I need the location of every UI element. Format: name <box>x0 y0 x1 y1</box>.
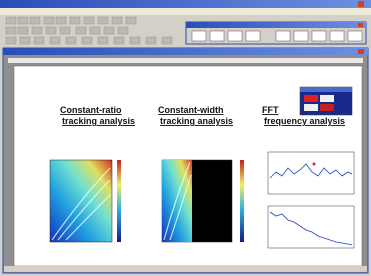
tool-button[interactable] <box>6 37 16 44</box>
menu-bar <box>0 8 371 15</box>
close-button[interactable] <box>358 49 364 54</box>
tool-button[interactable] <box>34 37 44 44</box>
tool-button[interactable] <box>44 17 54 24</box>
title-bar <box>0 0 371 8</box>
tool-button[interactable] <box>18 17 28 24</box>
tool-button[interactable] <box>246 31 260 41</box>
spectrum-plot <box>268 206 354 248</box>
analysis-subtitle: tracking analysis <box>160 116 233 126</box>
tool-button[interactable] <box>46 27 56 34</box>
tool-button[interactable] <box>6 17 16 24</box>
tool-button[interactable] <box>112 17 122 24</box>
tool-button[interactable] <box>50 37 60 44</box>
tool-button[interactable] <box>18 27 28 34</box>
tool-button[interactable] <box>294 31 308 41</box>
spectrum-plot <box>268 152 354 194</box>
ruler <box>8 58 363 63</box>
close-button[interactable] <box>358 23 363 27</box>
tool-button[interactable] <box>82 37 92 44</box>
tool-button[interactable] <box>84 17 94 24</box>
document-title-bar <box>3 48 368 55</box>
tool-button[interactable] <box>66 37 76 44</box>
tool-button[interactable] <box>56 17 66 24</box>
inset-window <box>300 87 352 115</box>
analysis-subtitle: tracking analysis <box>62 116 135 126</box>
tool-button[interactable] <box>32 27 42 34</box>
app-window: Constant-ratio tracking analysis Constan… <box>0 0 371 276</box>
tool-button[interactable] <box>98 17 108 24</box>
tool-button[interactable] <box>6 27 16 34</box>
tool-button[interactable] <box>192 31 206 41</box>
tool-button[interactable] <box>76 27 86 34</box>
tool-button[interactable] <box>348 31 362 41</box>
analysis-title: FFT <box>262 105 279 115</box>
tool-button[interactable] <box>228 31 242 41</box>
color-bar <box>117 160 121 242</box>
color-bar <box>240 160 244 242</box>
status-bar <box>4 266 367 272</box>
close-button[interactable] <box>358 1 364 7</box>
floating-toolbar <box>186 22 366 44</box>
tool-button[interactable] <box>330 31 344 41</box>
page: Constant-ratio tracking analysis Constan… <box>0 0 371 276</box>
tool-button[interactable] <box>276 31 290 41</box>
tool-button[interactable] <box>118 27 128 34</box>
tool-button[interactable] <box>126 17 136 24</box>
analysis-subtitle: frequency analysis <box>264 116 345 126</box>
tool-button[interactable] <box>70 17 80 24</box>
tool-button[interactable] <box>98 37 108 44</box>
tool-button[interactable] <box>312 31 326 41</box>
spectrogram <box>50 160 121 242</box>
tool-button[interactable] <box>210 31 224 41</box>
tool-button[interactable] <box>146 37 156 44</box>
tool-button[interactable] <box>162 37 172 44</box>
tool-button[interactable] <box>104 27 114 34</box>
tool-button[interactable] <box>60 27 70 34</box>
floating-title-bar <box>186 22 366 28</box>
analysis-title: Constant-width <box>158 105 224 115</box>
tool-button[interactable] <box>30 17 40 24</box>
analysis-title: Constant-ratio <box>60 105 122 115</box>
tool-button[interactable] <box>114 37 124 44</box>
tool-button[interactable] <box>90 27 100 34</box>
tool-button[interactable] <box>20 37 30 44</box>
tool-button[interactable] <box>130 37 140 44</box>
spectrogram <box>162 160 244 242</box>
